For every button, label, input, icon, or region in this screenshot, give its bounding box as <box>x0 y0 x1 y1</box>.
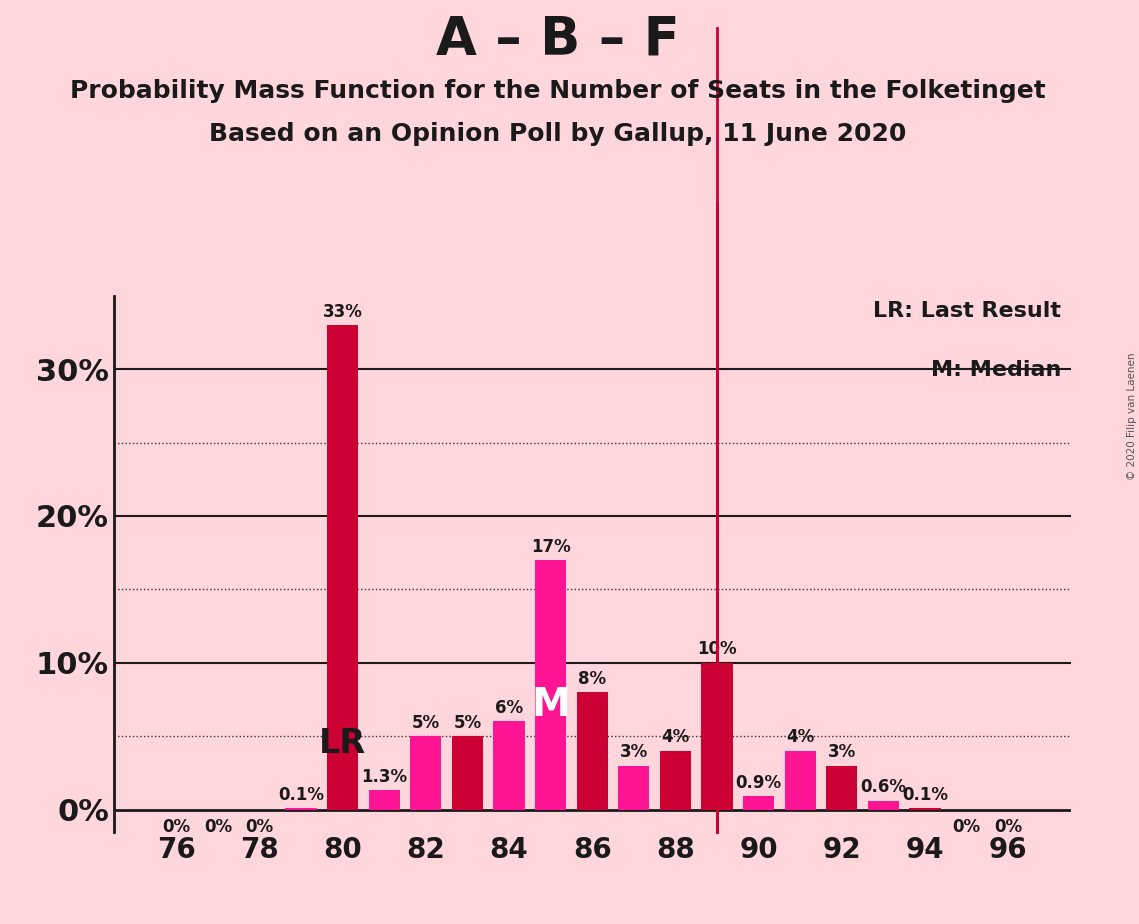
Bar <box>868 801 899 809</box>
Text: 0%: 0% <box>204 819 232 836</box>
Text: 6%: 6% <box>495 699 523 717</box>
Bar <box>410 736 442 809</box>
Text: 4%: 4% <box>662 728 689 747</box>
Text: 3%: 3% <box>828 743 857 761</box>
Text: A – B – F: A – B – F <box>436 14 680 66</box>
Text: 17%: 17% <box>531 538 571 555</box>
Text: 0.1%: 0.1% <box>278 785 325 804</box>
Text: 0%: 0% <box>245 819 273 836</box>
Text: 33%: 33% <box>322 303 362 321</box>
Text: Probability Mass Function for the Number of Seats in the Folketinget: Probability Mass Function for the Number… <box>71 79 1046 103</box>
Text: 1.3%: 1.3% <box>361 768 408 786</box>
Text: Based on an Opinion Poll by Gallup, 11 June 2020: Based on an Opinion Poll by Gallup, 11 J… <box>210 122 907 146</box>
Bar <box>369 791 400 809</box>
Text: M: Median: M: Median <box>931 360 1062 380</box>
Bar <box>618 765 649 809</box>
Text: 4%: 4% <box>786 728 814 747</box>
Text: M: M <box>531 686 570 723</box>
Bar <box>327 325 359 809</box>
Text: © 2020 Filip van Laenen: © 2020 Filip van Laenen <box>1126 352 1137 480</box>
Bar <box>493 722 525 809</box>
Text: 8%: 8% <box>579 670 606 687</box>
Text: LR: LR <box>319 727 367 760</box>
Text: 0.9%: 0.9% <box>736 774 781 792</box>
Text: 5%: 5% <box>453 713 482 732</box>
Bar <box>576 692 608 809</box>
Text: LR: Last Result: LR: Last Result <box>874 301 1062 321</box>
Text: 0.1%: 0.1% <box>902 785 948 804</box>
Bar <box>826 765 858 809</box>
Text: 10%: 10% <box>697 640 737 658</box>
Bar <box>702 663 732 809</box>
Text: 0%: 0% <box>162 819 190 836</box>
Bar <box>286 808 317 809</box>
Text: 0%: 0% <box>994 819 1023 836</box>
Bar <box>785 751 816 809</box>
Bar <box>743 796 775 809</box>
Bar <box>909 808 941 809</box>
Text: 5%: 5% <box>412 713 440 732</box>
Text: 0%: 0% <box>952 819 981 836</box>
Bar <box>659 751 691 809</box>
Text: 0.6%: 0.6% <box>860 778 907 796</box>
Text: 3%: 3% <box>620 743 648 761</box>
Bar <box>452 736 483 809</box>
Bar <box>535 560 566 809</box>
